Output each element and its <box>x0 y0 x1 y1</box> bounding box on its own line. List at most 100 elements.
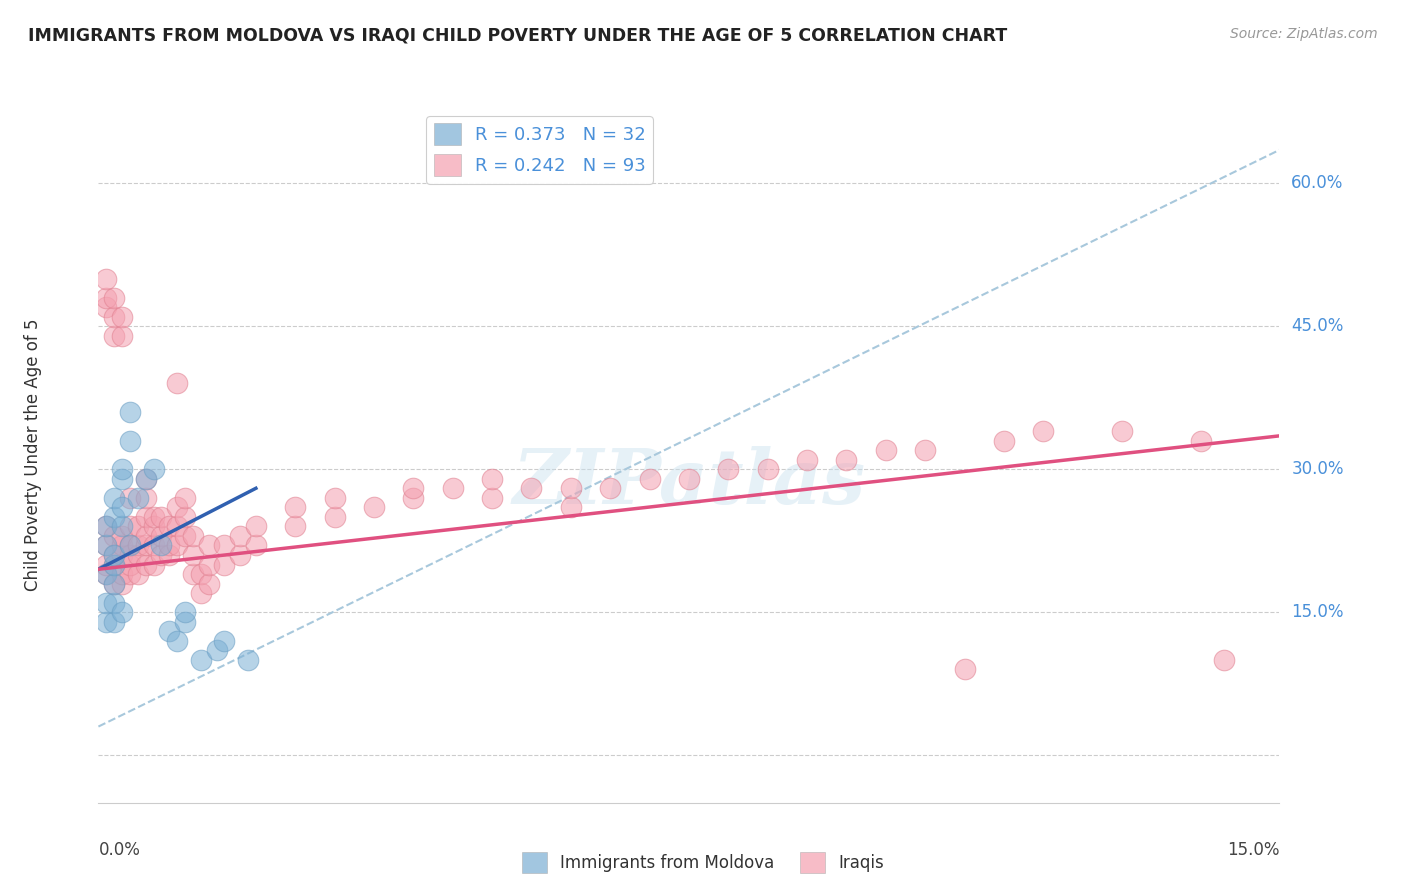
Point <box>197 558 219 572</box>
Point <box>127 548 149 562</box>
Legend: R = 0.373   N = 32, R = 0.242   N = 93: R = 0.373 N = 32, R = 0.242 N = 93 <box>426 116 652 184</box>
Point <box>118 539 141 553</box>
Point <box>993 434 1015 448</box>
Text: 15.0%: 15.0% <box>1291 603 1344 621</box>
Point <box>166 376 188 391</box>
Point <box>150 529 173 543</box>
Point <box>166 539 188 553</box>
Point <box>166 519 188 533</box>
Point <box>135 539 157 553</box>
Point <box>197 576 219 591</box>
Point <box>245 519 267 533</box>
Point <box>323 509 346 524</box>
Point <box>914 443 936 458</box>
Point <box>402 491 425 505</box>
Point <box>150 509 173 524</box>
Point <box>111 519 134 533</box>
Point <box>103 291 125 305</box>
Point <box>214 539 236 553</box>
Point <box>245 539 267 553</box>
Text: 15.0%: 15.0% <box>1227 841 1279 859</box>
Point <box>174 529 197 543</box>
Point <box>166 633 188 648</box>
Point <box>118 434 141 448</box>
Point <box>96 300 118 314</box>
Point <box>103 615 125 629</box>
Point <box>1189 434 1212 448</box>
Point <box>96 615 118 629</box>
Point <box>135 558 157 572</box>
Point <box>103 491 125 505</box>
Point <box>441 481 464 495</box>
Point <box>96 558 118 572</box>
Point <box>157 548 180 562</box>
Point <box>127 567 149 582</box>
Point <box>142 462 165 476</box>
Point <box>127 491 149 505</box>
Point <box>135 529 157 543</box>
Point <box>96 539 118 553</box>
Point <box>96 291 118 305</box>
Point <box>214 558 236 572</box>
Point <box>96 567 118 582</box>
Point <box>520 481 543 495</box>
Point <box>103 529 125 543</box>
Point <box>599 481 621 495</box>
Point <box>323 491 346 505</box>
Text: Child Poverty Under the Age of 5: Child Poverty Under the Age of 5 <box>24 318 42 591</box>
Point <box>638 472 661 486</box>
Point <box>174 509 197 524</box>
Point <box>142 558 165 572</box>
Point <box>118 405 141 419</box>
Point <box>142 539 165 553</box>
Point <box>135 491 157 505</box>
Point <box>756 462 779 476</box>
Point <box>142 519 165 533</box>
Point <box>363 500 385 515</box>
Point <box>717 462 740 476</box>
Point <box>1111 424 1133 438</box>
Point <box>1213 653 1236 667</box>
Point <box>953 662 976 676</box>
Text: IMMIGRANTS FROM MOLDOVA VS IRAQI CHILD POVERTY UNDER THE AGE OF 5 CORRELATION CH: IMMIGRANTS FROM MOLDOVA VS IRAQI CHILD P… <box>28 27 1007 45</box>
Point <box>197 539 219 553</box>
Point <box>103 548 125 562</box>
Point <box>118 567 141 582</box>
Point <box>111 605 134 619</box>
Point <box>118 491 141 505</box>
Point <box>111 567 134 582</box>
Point <box>111 500 134 515</box>
Legend: Immigrants from Moldova, Iraqis: Immigrants from Moldova, Iraqis <box>516 846 890 880</box>
Point <box>103 558 125 572</box>
Text: ZIPatlas: ZIPatlas <box>512 446 866 520</box>
Point <box>796 452 818 467</box>
Point <box>96 567 118 582</box>
Point <box>142 509 165 524</box>
Point <box>103 558 125 572</box>
Point <box>96 596 118 610</box>
Point <box>174 491 197 505</box>
Text: 45.0%: 45.0% <box>1291 318 1344 335</box>
Point <box>835 452 858 467</box>
Point <box>166 500 188 515</box>
Point <box>118 539 141 553</box>
Point <box>150 539 173 553</box>
Point <box>875 443 897 458</box>
Point <box>118 548 141 562</box>
Point <box>402 481 425 495</box>
Point <box>118 519 141 533</box>
Point <box>1032 424 1054 438</box>
Point <box>181 567 204 582</box>
Point <box>190 653 212 667</box>
Point <box>103 596 125 610</box>
Text: 0.0%: 0.0% <box>98 841 141 859</box>
Point <box>111 548 134 562</box>
Point <box>181 548 204 562</box>
Point <box>678 472 700 486</box>
Point <box>560 481 582 495</box>
Point <box>135 472 157 486</box>
Point <box>174 605 197 619</box>
Point <box>118 558 141 572</box>
Point <box>96 519 118 533</box>
Point <box>111 462 134 476</box>
